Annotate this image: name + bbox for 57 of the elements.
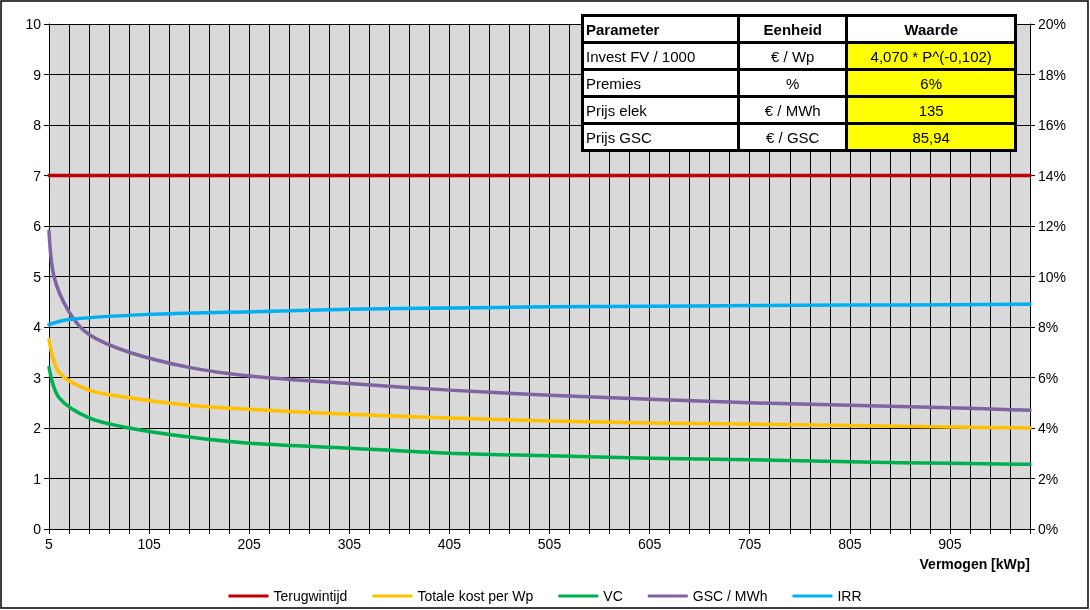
x-tick-label: 105 xyxy=(137,536,161,552)
y2-tick-label: 10% xyxy=(1038,268,1067,285)
annotation: 85,94 xyxy=(846,123,1016,151)
annotation: Parameter xyxy=(582,15,739,43)
x-tick-label: 405 xyxy=(437,536,462,552)
x-tick-label: 605 xyxy=(637,536,662,552)
y-tick-label: 1 xyxy=(33,470,42,487)
line-series xyxy=(47,337,1032,430)
x-tick-label: 705 xyxy=(738,536,762,552)
annotation: Invest FV / 1000 xyxy=(582,42,739,70)
annotation: € / GSC xyxy=(738,123,847,151)
legend-label: GSC / MWh xyxy=(692,588,768,604)
y2-tick-label: 20% xyxy=(1038,16,1067,32)
x-tick-label: 5 xyxy=(45,536,54,552)
legend-label: VC xyxy=(603,588,623,604)
y-tick-label: 9 xyxy=(33,66,42,83)
annotation: Eenheid xyxy=(738,15,847,43)
y2-tick-label: 6% xyxy=(1038,369,1059,386)
legend-label: Terugwintijd xyxy=(273,588,348,604)
y-tick-label: 2 xyxy=(33,420,42,436)
annotation: Prijs elek xyxy=(582,96,739,124)
y2-tick-label: 0% xyxy=(1038,521,1059,537)
annotation: Prijs GSC xyxy=(582,123,739,151)
annotation: 135 xyxy=(846,96,1016,124)
annotation: € / Wp xyxy=(738,42,847,70)
y2-tick-label: 16% xyxy=(1038,117,1067,133)
y2-tick-label: 8% xyxy=(1038,319,1059,335)
line-series xyxy=(47,302,1032,327)
annotation: % xyxy=(738,69,847,97)
line-series xyxy=(47,365,1032,467)
x-tick-label: 505 xyxy=(537,536,562,552)
y2-tick-label: 12% xyxy=(1038,218,1067,234)
y-tick-label: 8 xyxy=(33,117,42,133)
x-axis-title: Vermogen [kWp] xyxy=(919,556,1030,572)
annotation: Premies xyxy=(582,69,739,97)
y2-tick-label: 2% xyxy=(1038,470,1059,487)
y2-tick-label: 4% xyxy=(1038,420,1059,436)
y-tick-label: 0 xyxy=(33,521,42,537)
y-tick-label: 6 xyxy=(33,218,42,234)
annotation: Waarde xyxy=(846,15,1016,43)
x-tick-label: 905 xyxy=(938,536,962,552)
y-tick-label: 4 xyxy=(33,319,42,335)
x-tick-label: 805 xyxy=(838,536,862,552)
annotation: 6% xyxy=(846,69,1016,97)
legend-label: IRR xyxy=(837,588,862,604)
y-tick-label: 10 xyxy=(25,16,42,32)
y-tick-label: 7 xyxy=(33,167,42,184)
annotation: € / MWh xyxy=(738,96,847,124)
y-tick-label: 5 xyxy=(33,268,42,285)
line-series xyxy=(47,229,1032,413)
y2-tick-label: 18% xyxy=(1038,66,1067,83)
x-tick-label: 305 xyxy=(337,536,362,552)
legend-label: Totale kost per Wp xyxy=(417,588,534,604)
x-tick-label: 205 xyxy=(237,536,262,552)
y2-tick-label: 14% xyxy=(1038,167,1067,184)
annotation: 4,070 * P^(-0,102) xyxy=(846,42,1016,70)
y-tick-label: 3 xyxy=(33,369,42,386)
